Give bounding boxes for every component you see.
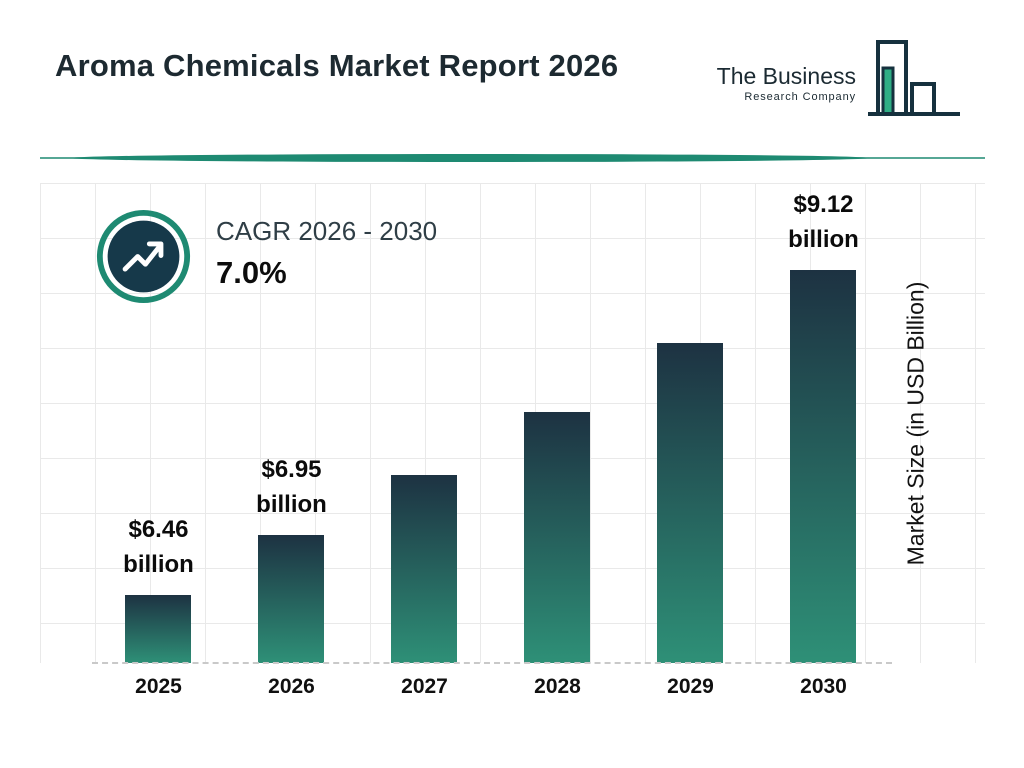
bar-column-2030: $9.12 billion 2030 — [757, 183, 890, 698]
chart-area: $6.46 billion 2025 $6.95 billion 2026 2027 2028… — [40, 183, 985, 698]
bar-2025 — [125, 595, 191, 663]
bar-value-label-2025: $6.46 billion — [123, 516, 194, 579]
bar-2027 — [391, 475, 457, 663]
bar-2028 — [524, 412, 590, 663]
page-title: Aroma Chemicals Market Report 2026 — [55, 48, 619, 83]
x-axis-label-2026: 2026 — [268, 675, 315, 698]
bar-column-2025: $6.46 billion 2025 — [92, 183, 225, 698]
x-axis-label-2029: 2029 — [667, 675, 714, 698]
cagr-text-block: CAGR 2026 - 2030 7.0% — [216, 208, 437, 291]
bar-column-2028: 2028 — [491, 183, 624, 698]
x-axis-label-2025: 2025 — [135, 675, 182, 698]
logo-name: The Business — [716, 63, 856, 89]
bar-value-label-2026: $6.95 billion — [256, 456, 327, 519]
company-logo-text: The Business Research Company — [716, 63, 856, 104]
cagr-value: 7.0% — [216, 255, 287, 290]
cagr-badge: CAGR 2026 - 2030 7.0% — [95, 208, 437, 305]
x-axis-label-2028: 2028 — [534, 675, 581, 698]
y-axis-label-wrap: Market Size (in USD Billion) — [885, 183, 947, 663]
bar-column-2029: 2029 — [624, 183, 757, 698]
company-logo: The Business Research Company — [717, 38, 962, 120]
x-axis-baseline — [92, 662, 892, 664]
logo-subname: Research Company — [744, 91, 856, 104]
bar-column-2027: 2027 — [358, 183, 491, 698]
x-axis-label-2030: 2030 — [800, 675, 847, 698]
bar-2026 — [258, 535, 324, 663]
divider-line — [40, 154, 985, 162]
trend-up-icon — [96, 209, 191, 304]
bar-column-2026: $6.95 billion 2026 — [225, 183, 358, 698]
logo-barchart-icon — [868, 40, 960, 116]
x-axis-label-2027: 2027 — [401, 675, 448, 698]
bar-2030 — [790, 270, 856, 663]
cagr-label: CAGR 2026 - 2030 — [216, 216, 438, 246]
bar-series: $6.46 billion 2025 $6.95 billion 2026 2027 2028… — [40, 183, 985, 698]
y-axis-label: Market Size (in USD Billion) — [902, 281, 929, 565]
bar-value-label-2030: $9.12 billion — [788, 191, 859, 254]
bar-2029 — [657, 343, 723, 663]
